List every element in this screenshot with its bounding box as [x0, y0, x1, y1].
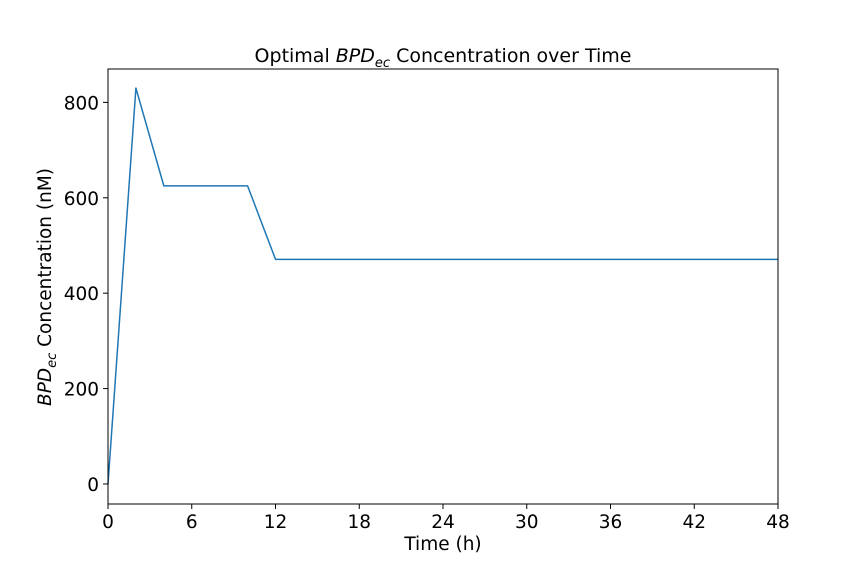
x-tick-label: 6 [186, 512, 198, 533]
y-tick-label: 800 [64, 93, 99, 114]
y-tick-label: 400 [64, 284, 99, 305]
y-tick-label: 200 [64, 380, 99, 401]
y-axis-label: BPDec Concentration (nM) [35, 168, 60, 406]
x-axis: 0 6 12 18 24 30 36 42 48 [102, 504, 790, 533]
y-label-suffix: Concentration (nM) [35, 168, 56, 353]
title-subscript: ec [375, 56, 390, 71]
x-axis-label: Time (h) [403, 534, 481, 555]
chart-title: Optimal BPDec Concentration over Time [255, 45, 632, 71]
y-label-subscript: ec [45, 353, 60, 368]
y-tick-label: 0 [87, 475, 99, 496]
x-tick-label: 12 [264, 512, 288, 533]
title-symbol: BPD [336, 45, 375, 67]
title-suffix: Concentration over Time [390, 45, 631, 67]
series-line-0 [107, 87, 778, 485]
plot-area [107, 87, 778, 485]
x-tick-label: 18 [347, 512, 371, 533]
y-label-symbol: BPD [35, 368, 56, 406]
y-tick-label: 600 [64, 189, 99, 210]
x-tick-label: 42 [682, 512, 706, 533]
x-tick-label: 0 [102, 512, 114, 533]
y-axis: 0 200 400 600 800 [64, 93, 108, 496]
x-tick-label: 36 [599, 512, 623, 533]
x-tick-label: 48 [766, 512, 790, 533]
x-tick-label: 24 [431, 512, 455, 533]
x-tick-label: 30 [515, 512, 539, 533]
title-prefix: Optimal [255, 45, 336, 67]
